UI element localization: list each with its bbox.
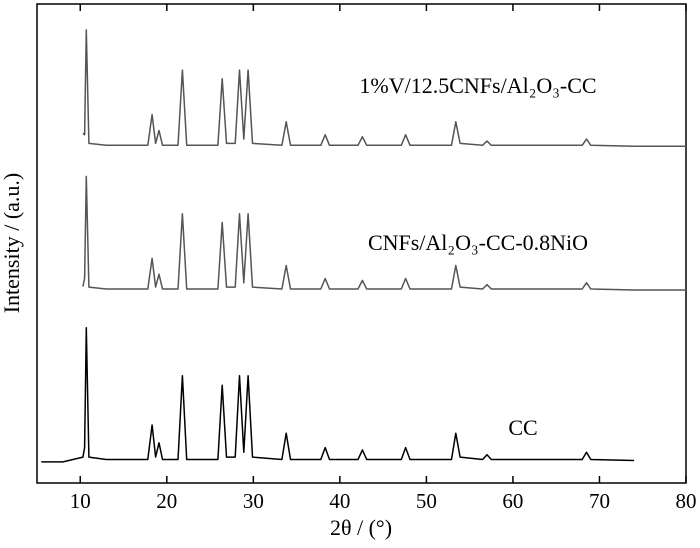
x-tick-label: 50 xyxy=(416,489,437,513)
x-tick-label: 30 xyxy=(243,489,264,513)
plot-frame xyxy=(36,3,687,484)
series-label: 1%V/12.5CNFs/Al₂O₃-CC xyxy=(359,73,596,98)
x-tick-label: 10 xyxy=(70,489,91,513)
x-axis-label: 2θ / (°) xyxy=(330,515,392,540)
series-line xyxy=(82,175,686,291)
x-tick-label: 40 xyxy=(329,489,350,513)
y-axis-label: Intensity / (a.u.) xyxy=(0,173,24,314)
x-tick-label: 70 xyxy=(589,489,610,513)
x-tick-label: 60 xyxy=(502,489,523,513)
x-tick-label: 20 xyxy=(156,489,177,513)
series-line xyxy=(41,327,635,463)
series-label: CC xyxy=(508,415,537,440)
x-tick-label: 80 xyxy=(676,489,697,513)
series-line xyxy=(82,29,686,148)
series-label: CNFs/Al₂O₃-CC-0.8NiO xyxy=(368,230,588,255)
